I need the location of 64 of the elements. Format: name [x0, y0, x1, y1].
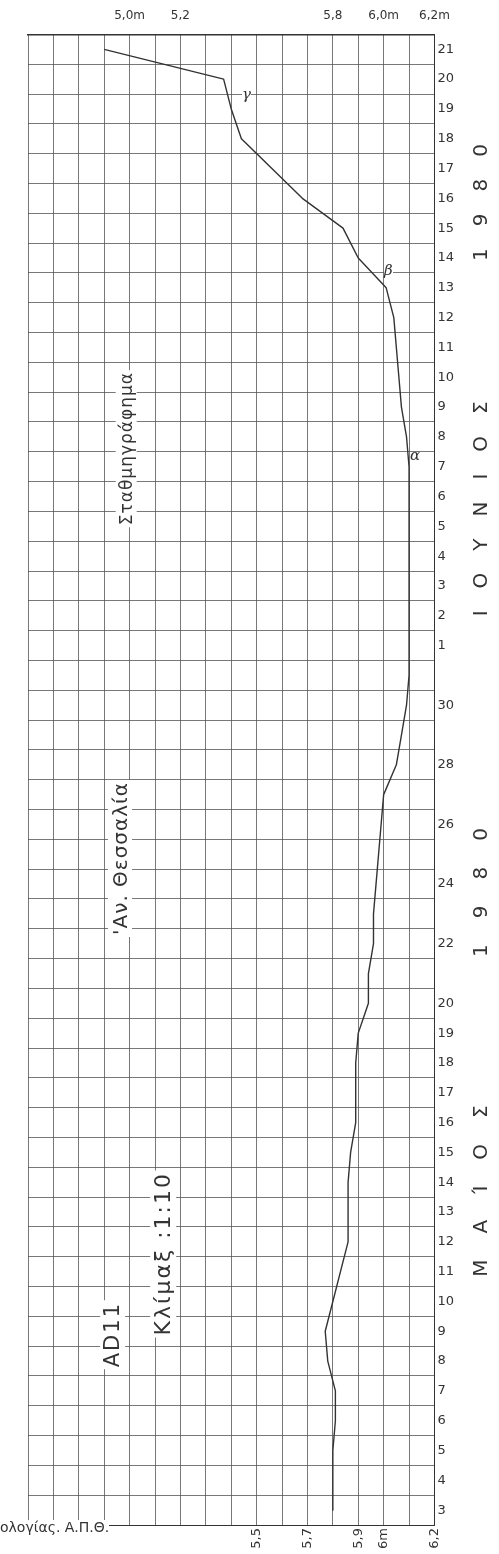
- y-tick-label: 15: [437, 1143, 454, 1159]
- y-tick-label: 8: [437, 1352, 446, 1368]
- y-tick-label: 26: [437, 815, 454, 831]
- x2-tick-label: 6,0m: [368, 8, 400, 23]
- y-tick-label: 8: [437, 428, 446, 444]
- y-tick-label: 9: [437, 398, 446, 414]
- x-tick-label: 6m: [375, 1528, 391, 1549]
- y-tick-label: 28: [437, 756, 454, 772]
- text: ΙΟΥΝΙΟΣ 1980: [468, 120, 492, 619]
- x-tick-label: 5,5: [248, 1528, 264, 1549]
- y-tick-label: 12: [437, 309, 454, 324]
- y-tick-label: 20: [437, 70, 454, 86]
- y-tick-label: 11: [437, 338, 454, 354]
- x-tick-label: 5,7: [298, 1528, 314, 1549]
- y-tick-label: 18: [437, 130, 454, 146]
- y-tick-label: 13: [437, 1203, 454, 1219]
- y-tick-label: 22: [437, 935, 454, 951]
- annotation: ολογίας. Α.Π.Θ.: [0, 1519, 110, 1536]
- y-tick-label: 19: [437, 1024, 454, 1040]
- y-tick-label: 17: [437, 159, 454, 175]
- y-tick-label: 16: [437, 189, 454, 205]
- text: 'Αν. Θεσσαλία: [108, 780, 132, 937]
- y-tick-label: 6: [437, 1412, 446, 1428]
- x2-tick-label: 5,0m: [114, 8, 146, 23]
- y-tick-label: 3: [437, 577, 446, 593]
- y-tick-label: 2: [437, 607, 446, 623]
- y-tick-label: 7: [437, 1382, 446, 1398]
- y-tick-label: 12: [437, 1233, 454, 1249]
- x2-tick-label: 5,8: [323, 8, 343, 23]
- y-tick-label: 16: [437, 1113, 454, 1129]
- y-tick-label: 11: [437, 1263, 454, 1279]
- y-tick-label: 30: [437, 696, 454, 712]
- y-tick-label: 5: [437, 1441, 446, 1457]
- y-tick-label: 9: [437, 1322, 446, 1338]
- text: ΜΑΊΟΣ 1980: [468, 800, 492, 1279]
- y-tick-label: 18: [437, 1054, 454, 1070]
- x2-tick-label: 5,2: [170, 8, 190, 23]
- annotation: α: [410, 446, 421, 464]
- y-tick-label: 6: [437, 487, 446, 503]
- y-tick-label: 4: [437, 547, 446, 563]
- annotation: AD11: [100, 1300, 126, 1370]
- x-tick-label: 5,9: [349, 1528, 365, 1549]
- y-tick-label: 3: [437, 1501, 446, 1517]
- annotation: β: [384, 261, 393, 279]
- y-tick-label: 15: [437, 219, 454, 235]
- annotation: Κλίμαξ :1:10: [150, 1170, 177, 1338]
- y-tick-label: 10: [437, 368, 454, 384]
- y-tick-label: 14: [437, 249, 454, 265]
- x2-tick-label: 6,2m: [419, 8, 450, 23]
- annotation: γ: [242, 85, 251, 103]
- y-tick-label: 4: [437, 1471, 446, 1487]
- y-tick-label: 5: [437, 517, 446, 533]
- text: Σταθμηγράφημα: [116, 370, 137, 528]
- y-tick-label: 10: [437, 1292, 454, 1308]
- y-tick-label: 1: [437, 636, 446, 652]
- y-tick-label: 20: [437, 994, 454, 1010]
- y-tick-label: 7: [437, 458, 446, 474]
- y-tick-label: 24: [437, 875, 454, 891]
- y-tick-label: 21: [437, 40, 454, 56]
- x-tick-label: 6,2: [425, 1528, 441, 1549]
- y-tick-label: 19: [437, 100, 454, 116]
- y-tick-label: 14: [437, 1173, 454, 1189]
- y-tick-label: 17: [437, 1084, 454, 1100]
- y-tick-label: 13: [437, 279, 454, 295]
